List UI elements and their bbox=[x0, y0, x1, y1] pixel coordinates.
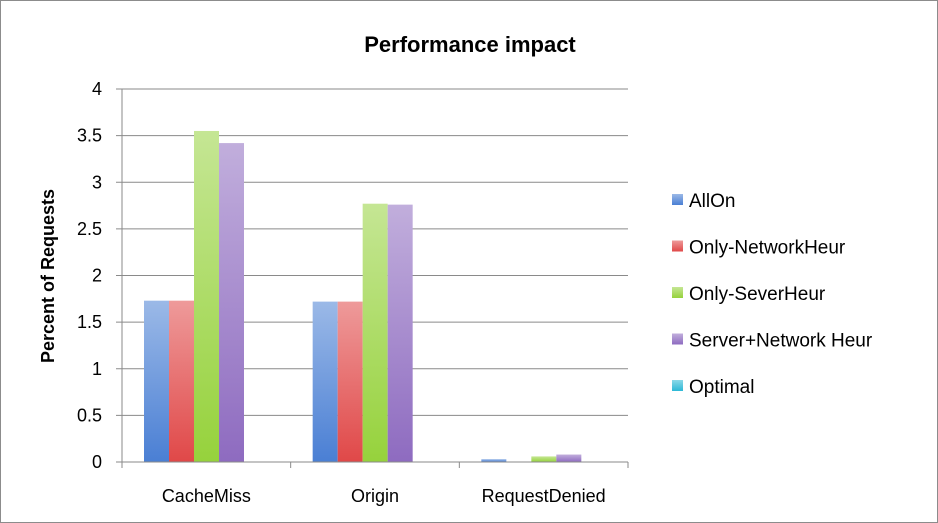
bar-server-network-heur-origin bbox=[387, 204, 413, 462]
legend-label: AllOn bbox=[689, 191, 735, 212]
y-tick-label: 0.5 bbox=[77, 405, 102, 425]
bar-only-severheur-requestdenied bbox=[531, 456, 557, 462]
bar-only-severheur-cachemiss bbox=[194, 130, 219, 462]
legend-swatch bbox=[672, 380, 683, 391]
y-tick-label: 4 bbox=[92, 79, 102, 99]
chart-title: Performance impact bbox=[364, 32, 576, 57]
y-tick-labels: 0 0.5 1 1.5 2 2.5 3 3.5 4 bbox=[77, 79, 102, 472]
legend-swatch bbox=[672, 240, 683, 252]
x-tick-label: Origin bbox=[351, 486, 399, 506]
legend-label: Server+Network Heur bbox=[689, 331, 873, 352]
y-tick-label: 2 bbox=[92, 266, 102, 286]
y-tick-label: 1 bbox=[92, 359, 102, 379]
legend-swatch bbox=[672, 333, 683, 345]
y-tick-label: 0 bbox=[92, 452, 102, 472]
bar-server-network-heur-requestdenied bbox=[556, 454, 582, 462]
x-tick-label: RequestDenied bbox=[482, 486, 606, 506]
x-tick-labels: CacheMiss Origin RequestDenied bbox=[162, 486, 606, 506]
legend-label: Only-SeverHeur bbox=[689, 284, 826, 305]
bars bbox=[144, 130, 582, 462]
x-tick-label: CacheMiss bbox=[162, 486, 251, 506]
legend-swatch bbox=[672, 194, 683, 205]
legend-label: Only-NetworkHeur bbox=[689, 238, 846, 259]
bar-only-severheur-origin bbox=[362, 203, 388, 462]
bar-allon-cachemiss bbox=[144, 300, 169, 462]
legend-label: Optimal bbox=[689, 377, 754, 398]
y-tick-label: 3.5 bbox=[77, 126, 102, 146]
bar-only-networkheur-cachemiss bbox=[169, 300, 194, 462]
y-tick-label: 3 bbox=[92, 172, 102, 192]
bar-server-network-heur-cachemiss bbox=[219, 143, 244, 462]
axes bbox=[116, 88, 629, 468]
legend-swatch bbox=[672, 287, 683, 298]
legend: AllOn Only-NetworkHeur Only-SeverHeur Serve… bbox=[672, 191, 873, 398]
bar-only-networkheur-origin bbox=[337, 301, 363, 462]
y-axis-label: Percent of Requests bbox=[38, 189, 58, 363]
y-tick-label: 2.5 bbox=[77, 219, 102, 239]
bar-allon-requestdenied bbox=[481, 459, 507, 462]
y-tick-label: 1.5 bbox=[77, 312, 102, 332]
bar-allon-origin bbox=[312, 301, 338, 462]
